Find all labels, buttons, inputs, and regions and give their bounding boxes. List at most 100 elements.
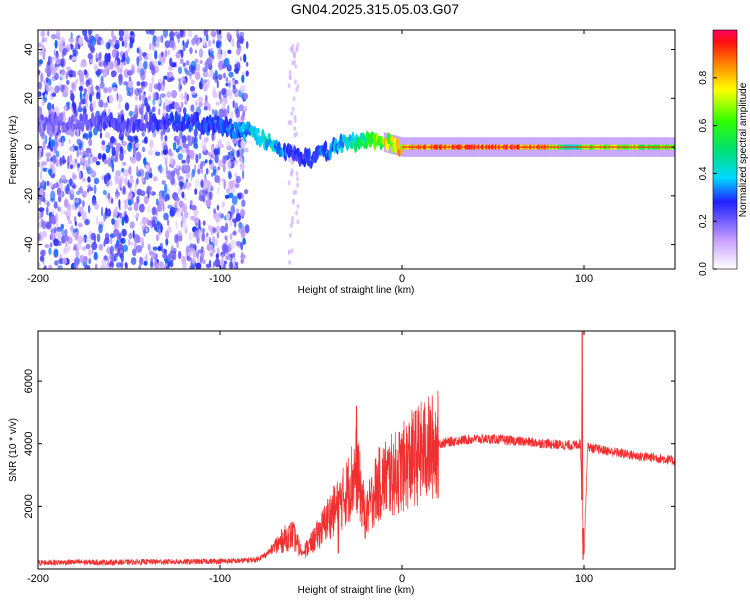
noise-speckle — [212, 36, 215, 44]
noise-speckle — [53, 144, 57, 154]
noise-speckle — [67, 104, 70, 110]
noise-speckle — [81, 246, 87, 251]
noise-speckle — [215, 253, 219, 260]
snr-spike — [581, 331, 584, 501]
noise-speckle — [232, 100, 235, 109]
noise-speckle — [212, 235, 216, 245]
colorbar-tick-label: 0.8 — [698, 70, 709, 84]
y-tick-label: -40 — [23, 237, 35, 253]
noise-speckle — [198, 219, 201, 229]
noise-speckle — [193, 128, 198, 137]
noise-speckle — [222, 163, 226, 173]
noise-speckle — [290, 248, 294, 254]
noise-speckle — [187, 140, 193, 147]
noise-speckle — [243, 92, 249, 100]
noise-speckle — [186, 93, 189, 102]
noise-speckle — [208, 69, 214, 78]
noise-speckle — [240, 208, 246, 217]
noise-speckle — [238, 221, 243, 229]
noise-speckle — [138, 107, 144, 115]
noise-speckle — [149, 139, 154, 149]
noise-speckle — [88, 129, 93, 139]
noise-speckle — [116, 217, 122, 224]
noise-speckle — [158, 108, 161, 116]
noise-speckle — [208, 190, 213, 201]
x-tick-label: 0 — [399, 273, 405, 285]
noise-speckle — [53, 201, 58, 209]
noise-speckle — [205, 168, 209, 175]
noise-speckle — [55, 52, 59, 59]
noise-speckle — [127, 44, 131, 53]
noise-speckle — [207, 47, 214, 52]
ridge-point — [118, 113, 122, 123]
noise-speckle — [50, 61, 54, 69]
noise-speckle — [291, 43, 295, 49]
noise-speckle — [162, 108, 167, 118]
noise-speckle — [109, 252, 113, 262]
noise-speckle — [160, 224, 163, 233]
noise-speckle — [199, 60, 203, 64]
noise-speckle — [89, 168, 94, 173]
noise-speckle — [64, 246, 68, 255]
noise-speckle — [116, 221, 120, 229]
noise-speckle — [54, 58, 61, 65]
noise-speckle — [68, 139, 71, 144]
noise-speckle — [292, 96, 296, 102]
noise-speckle — [93, 126, 98, 136]
noise-speckle — [110, 70, 117, 77]
snr-spike — [582, 528, 585, 560]
noise-speckle — [246, 61, 249, 67]
noise-speckle — [38, 221, 42, 229]
noise-speckle — [182, 40, 185, 46]
ridge-point — [243, 134, 247, 142]
noise-speckle — [197, 249, 204, 254]
ridge-point — [395, 137, 399, 149]
noise-speckle — [222, 108, 229, 118]
noise-speckle — [54, 39, 58, 49]
noise-speckle — [192, 250, 197, 258]
noise-speckle — [244, 147, 249, 153]
noise-speckle — [109, 245, 115, 255]
noise-speckle — [225, 77, 228, 83]
noise-speckle — [112, 87, 118, 92]
noise-speckle — [65, 101, 71, 106]
noise-speckle — [169, 157, 173, 165]
noise-speckle — [90, 232, 96, 241]
noise-speckle — [62, 48, 67, 56]
noise-speckle — [223, 50, 227, 57]
noise-speckle — [54, 72, 59, 81]
noise-speckle — [46, 157, 50, 163]
noise-speckle — [59, 43, 64, 53]
noise-speckle — [68, 155, 72, 165]
noise-speckle — [208, 182, 212, 191]
noise-speckle — [196, 250, 200, 259]
noise-speckle — [122, 161, 127, 166]
noise-speckle — [118, 232, 122, 242]
noise-speckle — [109, 260, 114, 269]
noise-speckle — [114, 174, 120, 185]
noise-speckle — [38, 262, 41, 268]
noise-speckle — [217, 212, 223, 218]
noise-speckle — [226, 32, 231, 40]
noise-speckle — [227, 159, 232, 170]
noise-speckle — [48, 264, 53, 269]
noise-speckle — [121, 40, 125, 47]
noise-speckle — [51, 33, 57, 40]
noise-speckle — [70, 32, 73, 39]
noise-speckle — [44, 36, 48, 43]
noise-speckle — [242, 169, 245, 180]
noise-speckle — [60, 223, 65, 230]
noise-speckle — [150, 190, 153, 196]
noise-speckle — [231, 195, 238, 205]
noise-speckle — [88, 30, 93, 35]
noise-speckle — [164, 196, 168, 203]
noise-speckle — [198, 228, 201, 239]
noise-speckle — [107, 86, 112, 94]
noise-speckle — [46, 180, 50, 187]
noise-speckle — [198, 48, 204, 58]
noise-speckle — [67, 219, 73, 225]
noise-speckle — [239, 163, 245, 171]
noise-speckle — [78, 101, 82, 111]
noise-speckle — [75, 198, 79, 204]
noise-speckle — [72, 174, 77, 180]
